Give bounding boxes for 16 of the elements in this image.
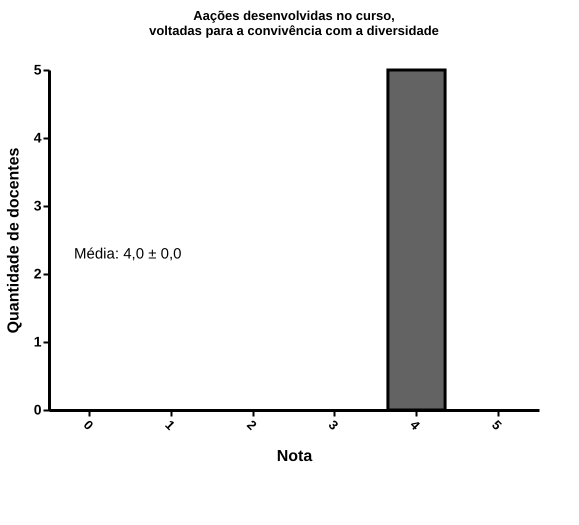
annotation: Média: 4,0 ± 0,0	[74, 246, 182, 263]
x-tick-label: 3	[326, 417, 342, 433]
y-tick-label: 5	[34, 62, 42, 78]
y-tick-label: 3	[34, 198, 42, 214]
y-axis-title: Quantidade de docentes	[6, 147, 23, 334]
chart-title: Aações desenvolvidas no curso, voltadas para a convivência com a diversidade	[149, 8, 439, 38]
y-tick-label: 2	[34, 266, 42, 282]
x-axis-title: Nota	[276, 448, 312, 465]
x-tick-label: 4	[407, 417, 424, 434]
x-tick-label: 0	[80, 417, 96, 433]
y-tick-label: 0	[34, 402, 42, 418]
y-tick-label: 4	[34, 130, 42, 146]
y-tick-label: 1	[34, 334, 42, 350]
x-tick-label: 2	[244, 417, 260, 433]
x-tick-label: 5	[488, 417, 505, 433]
x-tick-label: 1	[162, 417, 178, 433]
